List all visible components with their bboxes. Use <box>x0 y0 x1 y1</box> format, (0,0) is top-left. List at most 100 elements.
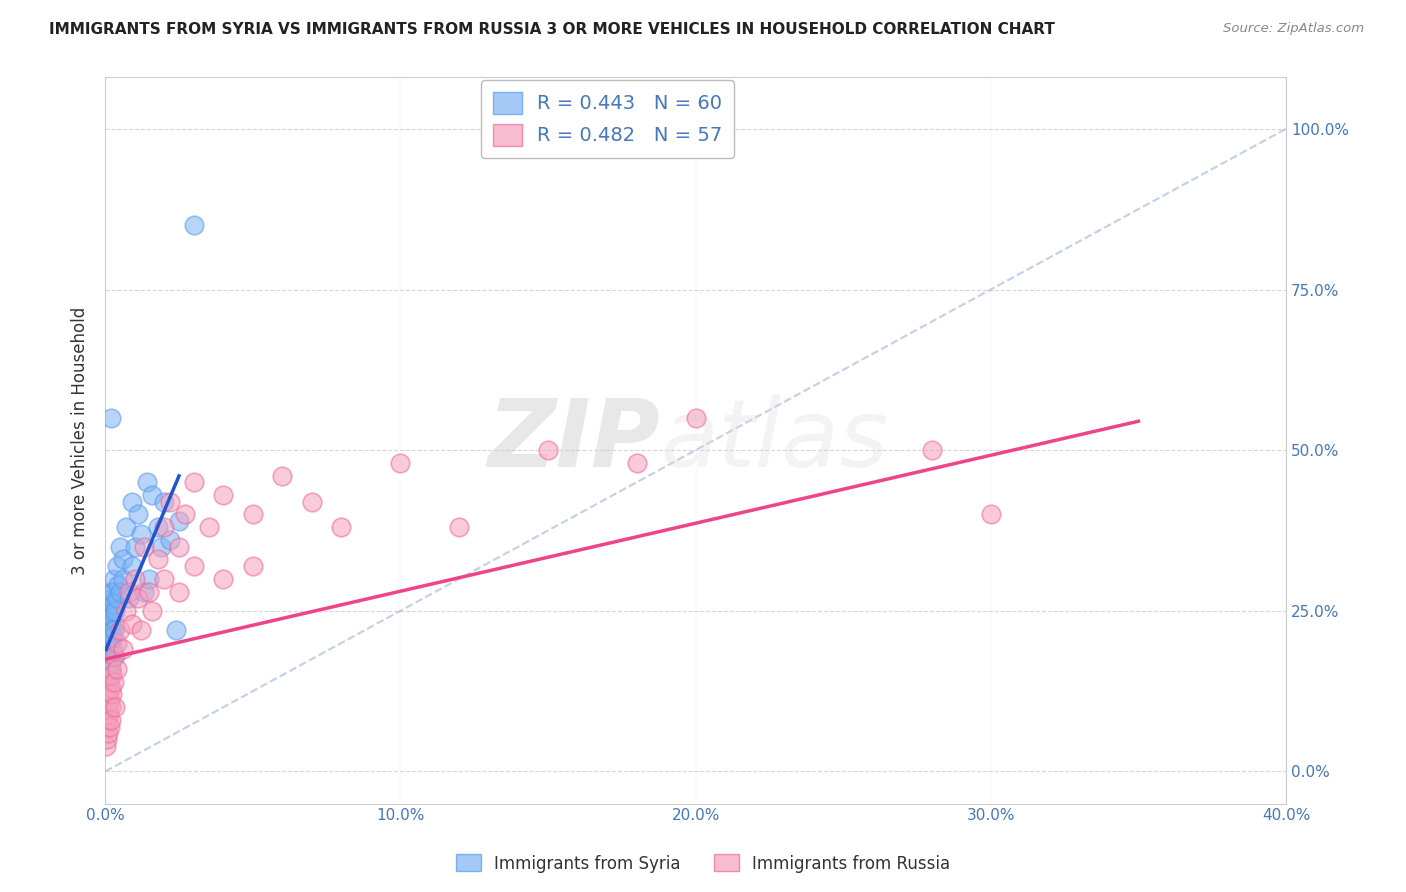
Point <box>101 584 124 599</box>
Point <box>100 681 122 695</box>
Point <box>108 623 131 637</box>
Text: ZIP: ZIP <box>488 394 661 486</box>
Legend: R = 0.443   N = 60, R = 0.482   N = 57: R = 0.443 N = 60, R = 0.482 N = 57 <box>481 80 734 158</box>
Point <box>127 591 149 605</box>
Point <box>138 572 160 586</box>
Point <box>167 584 190 599</box>
Point <box>449 520 471 534</box>
Point <box>100 630 122 644</box>
Point <box>100 668 122 682</box>
Point <box>626 456 648 470</box>
Point <box>118 591 141 605</box>
Point <box>108 584 131 599</box>
Point <box>105 636 128 650</box>
Point <box>105 591 128 605</box>
Point <box>121 558 143 573</box>
Point <box>97 642 120 657</box>
Point <box>212 488 235 502</box>
Text: IMMIGRANTS FROM SYRIA VS IMMIGRANTS FROM RUSSIA 3 OR MORE VEHICLES IN HOUSEHOLD : IMMIGRANTS FROM SYRIA VS IMMIGRANTS FROM… <box>49 22 1054 37</box>
Point <box>101 642 124 657</box>
Point <box>148 552 170 566</box>
Point <box>153 494 176 508</box>
Point <box>100 662 122 676</box>
Point <box>104 604 127 618</box>
Point <box>96 739 118 753</box>
Point <box>165 623 187 637</box>
Point <box>921 443 943 458</box>
Point <box>389 456 412 470</box>
Point <box>111 552 134 566</box>
Point <box>101 610 124 624</box>
Point <box>242 558 264 573</box>
Point <box>101 591 124 605</box>
Point <box>159 533 181 548</box>
Point <box>183 219 205 233</box>
Point <box>129 526 152 541</box>
Point <box>159 494 181 508</box>
Point <box>537 443 560 458</box>
Point <box>197 520 219 534</box>
Point <box>98 706 121 721</box>
Point <box>97 687 120 701</box>
Point <box>242 508 264 522</box>
Point <box>115 604 138 618</box>
Point <box>98 694 121 708</box>
Point <box>98 648 121 663</box>
Point <box>111 572 134 586</box>
Point <box>103 598 125 612</box>
Point <box>153 572 176 586</box>
Point <box>104 648 127 663</box>
Point <box>98 623 121 637</box>
Point <box>96 732 118 747</box>
Point <box>100 604 122 618</box>
Text: Source: ZipAtlas.com: Source: ZipAtlas.com <box>1223 22 1364 36</box>
Point <box>103 623 125 637</box>
Point <box>153 520 176 534</box>
Point <box>118 584 141 599</box>
Point <box>100 655 122 669</box>
Point <box>212 572 235 586</box>
Point <box>301 494 323 508</box>
Point <box>96 668 118 682</box>
Point <box>98 598 121 612</box>
Point <box>100 700 122 714</box>
Point <box>98 719 121 733</box>
Point <box>111 642 134 657</box>
Point <box>100 584 122 599</box>
Point <box>138 584 160 599</box>
Point <box>100 713 122 727</box>
Point <box>107 578 129 592</box>
Point <box>127 508 149 522</box>
Point <box>96 648 118 663</box>
Point <box>97 616 120 631</box>
Point <box>183 475 205 490</box>
Point <box>148 520 170 534</box>
Point <box>98 610 121 624</box>
Point <box>96 636 118 650</box>
Point <box>141 488 163 502</box>
Point <box>97 726 120 740</box>
Point <box>124 572 146 586</box>
Y-axis label: 3 or more Vehicles in Household: 3 or more Vehicles in Household <box>72 307 89 574</box>
Point <box>97 700 120 714</box>
Point <box>97 636 120 650</box>
Point <box>271 468 294 483</box>
Point <box>100 662 122 676</box>
Point <box>98 668 121 682</box>
Point <box>100 623 122 637</box>
Point <box>685 411 707 425</box>
Point <box>96 623 118 637</box>
Point <box>103 674 125 689</box>
Point <box>105 662 128 676</box>
Point <box>132 584 155 599</box>
Point <box>101 630 124 644</box>
Legend: Immigrants from Syria, Immigrants from Russia: Immigrants from Syria, Immigrants from R… <box>449 847 957 880</box>
Point <box>129 623 152 637</box>
Point <box>96 719 118 733</box>
Point <box>115 520 138 534</box>
Point <box>97 604 120 618</box>
Point <box>97 713 120 727</box>
Point <box>150 540 173 554</box>
Point <box>97 630 120 644</box>
Point <box>330 520 353 534</box>
